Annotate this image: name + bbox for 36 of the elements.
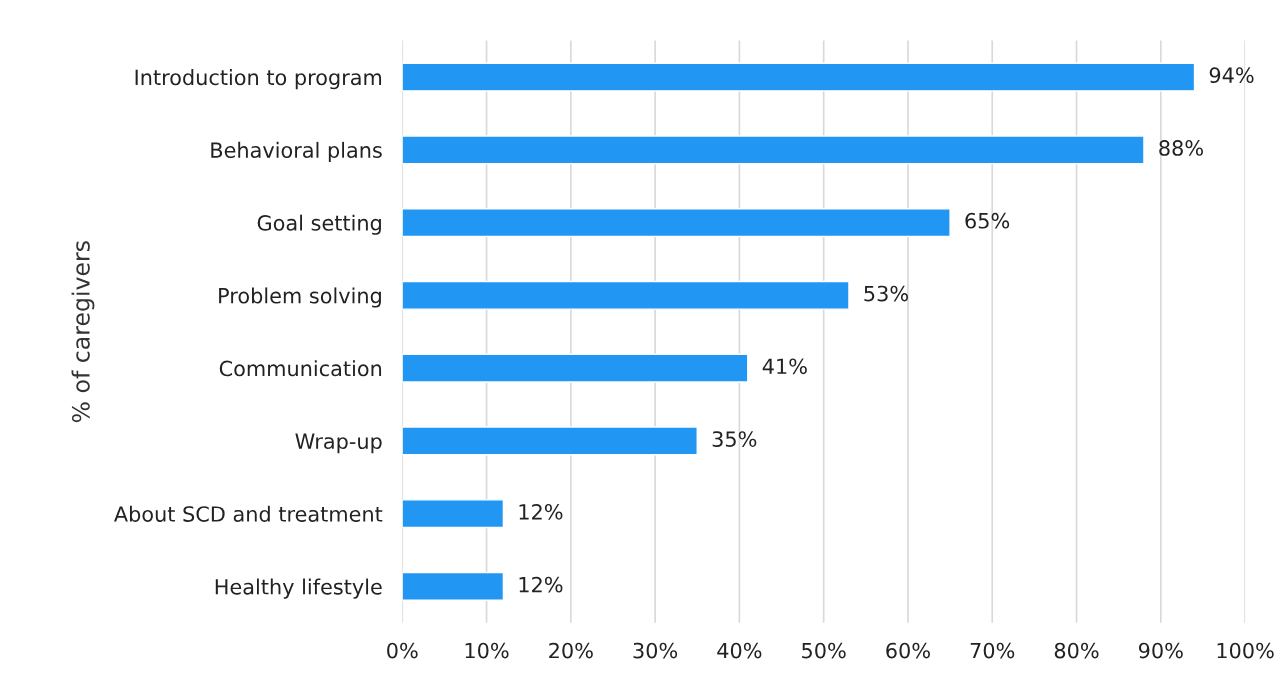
y-tick-label: Introduction to program (135, 69, 382, 90)
y-tick-label: Healthy lifestyle (215, 578, 382, 599)
data-label: 35% (712, 431, 757, 447)
bar (402, 426, 698, 456)
y-tick-label: Problem solving (219, 287, 381, 308)
data-label: 94% (1209, 67, 1254, 84)
x-tick-label: 80% (1054, 642, 1099, 659)
x-tick-label: 60% (886, 642, 930, 659)
x-tick-label: 40% (717, 642, 762, 659)
x-tick-label: 90% (1138, 642, 1183, 659)
bar (402, 353, 749, 383)
bar (402, 280, 850, 310)
x-tick-label: 70% (970, 642, 1015, 659)
x-tick-label: 30% (633, 642, 678, 659)
data-label: 12% (519, 503, 563, 520)
x-tick-label: 20% (549, 642, 593, 659)
y-tick-label: Wrap-up (295, 433, 382, 454)
y-tick-label: About SCD and treatment (114, 505, 383, 522)
data-label: 41% (762, 358, 807, 375)
x-tick-label: 10% (465, 642, 509, 659)
x-tick-label: 100% (1217, 642, 1274, 659)
bar (402, 499, 505, 529)
bar (402, 62, 1196, 92)
data-label: 53% (864, 285, 908, 302)
bar (402, 135, 1145, 165)
x-tick-label: 50% (802, 642, 846, 659)
x-tick-label: 0% (387, 642, 418, 659)
data-label: 65% (965, 212, 1010, 229)
bar (402, 571, 505, 601)
y-tick-label: Communication (219, 360, 382, 377)
data-label: 88% (1159, 140, 1203, 156)
bar (402, 208, 951, 238)
data-label: 12% (519, 576, 563, 593)
y-axis-title: % of caregivers (71, 241, 95, 423)
y-tick-label: Behavioral plans (211, 141, 382, 163)
y-tick-label: Goal setting (257, 214, 381, 235)
